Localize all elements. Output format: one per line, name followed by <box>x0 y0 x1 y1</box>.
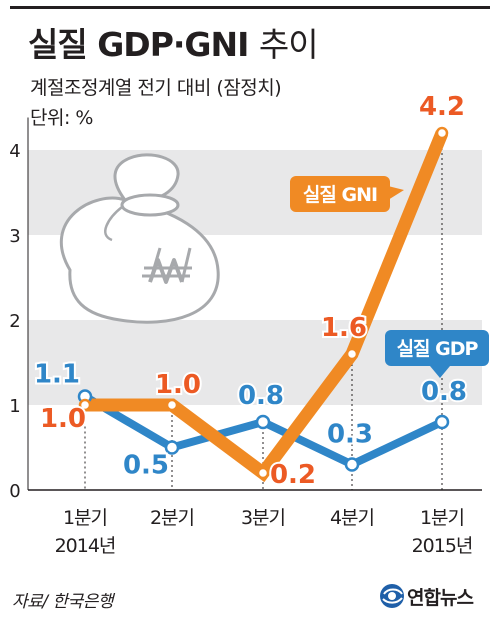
top-rule <box>10 6 490 9</box>
y-tick-label: 1 <box>9 396 20 417</box>
data-point-gdp <box>164 440 180 455</box>
data-label-gdp: 1.1 <box>34 360 80 390</box>
x-tick-label-year: 2015년 <box>412 535 473 557</box>
yonhap-globe-icon <box>380 584 404 608</box>
money-bag-icon <box>59 153 220 324</box>
x-tick-label: 1분기 <box>63 507 107 529</box>
legend-label-gni: 실질 GNI <box>303 184 377 206</box>
data-label-gdp: 0.8 <box>238 381 284 411</box>
legend-box-gdp <box>385 330 489 366</box>
data-label-gni: 4.2 <box>419 92 465 122</box>
data-point-gni <box>435 126 449 140</box>
title-bold: 실질 GDP·GNI <box>28 25 249 64</box>
chart-title: 실질 GDP·GNI 추이 <box>28 18 319 66</box>
x-tick-label-year: 2014년 <box>55 535 116 557</box>
data-label-gni: 0.2 <box>270 460 316 490</box>
data-label-gdp: 0.8 <box>421 377 467 407</box>
data-point-gni <box>165 398 179 412</box>
legend-pointer-gdp <box>430 366 450 378</box>
title-light: 추이 <box>258 25 319 64</box>
y-tick-label: 4 <box>9 141 20 162</box>
y-tick-label: 2 <box>9 311 20 332</box>
x-tick-label: 3분기 <box>241 507 285 529</box>
data-label-gni: 1.0 <box>40 404 86 434</box>
logo-text: 연합뉴스 <box>407 587 474 609</box>
y-tick-label: 3 <box>9 226 20 247</box>
chart-subtitle: 계절조정계열 전기 대비 (잠정치) <box>30 77 282 99</box>
data-point-gdp <box>344 457 360 472</box>
data-point-gni <box>345 347 359 361</box>
data-label-gni: 1.6 <box>321 313 367 343</box>
data-point-gni <box>78 398 92 412</box>
data-point-gdp <box>255 414 271 430</box>
legend-pointer-gni <box>388 186 404 200</box>
unit-label: 단위: % <box>30 107 93 129</box>
legend-label-gdp: 실질 GDP <box>397 338 479 360</box>
x-tick-label: 4분기 <box>330 507 374 529</box>
legend-box-gni <box>290 176 390 212</box>
data-label-gni: 1.0 <box>155 370 201 400</box>
data-label-gdp: 0.3 <box>327 420 373 450</box>
source-note: 자료/ 한국은행 <box>12 592 113 612</box>
data-label-gdp: 0.5 <box>123 451 169 481</box>
y-tick-label: 0 <box>9 481 20 502</box>
x-tick-label: 2분기 <box>150 507 194 529</box>
x-tick-label: 1분기 <box>420 507 464 529</box>
data-point-gni <box>256 466 270 480</box>
yonhap-logo: 연합뉴스 <box>378 580 490 612</box>
data-point-gdp <box>434 414 450 430</box>
